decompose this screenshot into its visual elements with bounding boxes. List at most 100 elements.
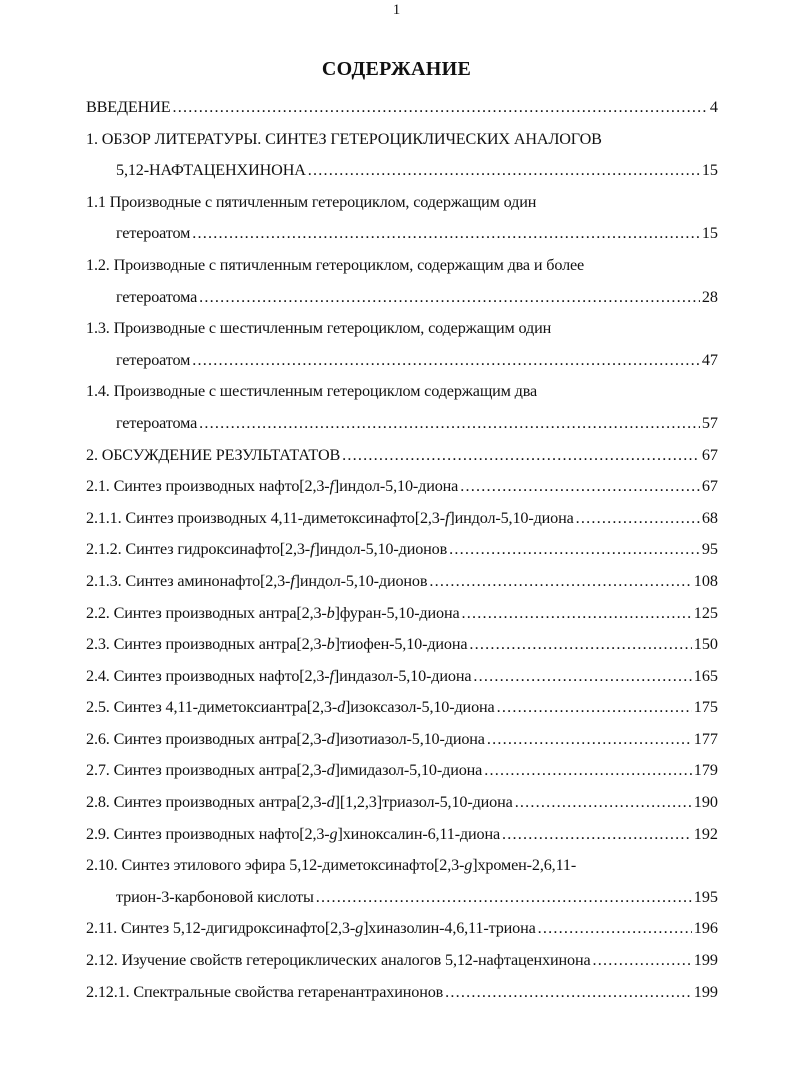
toc-entry-text: 2.2. Синтез производных антра[2,3-b]фура… [86,598,460,630]
toc-page-number: 28 [701,287,718,306]
toc-entry-line: 2.3. Синтез производных антра[2,3-b]тиоф… [86,629,718,661]
toc-entry-text: 2.9. Синтез производных нафто[2,3-g]хино… [86,819,500,851]
toc-entry-line: 2.5. Синтез 4,11-диметоксиантра[2,3-d]из… [86,692,718,724]
text-segment: 2.12.1. Спектральные свойства гетаренант… [86,982,444,1001]
italic-locant: d [326,761,335,780]
text-segment: гетероатом [116,350,191,369]
text-segment: ]хромен-2,6,11- [472,856,577,875]
text-segment: 2.10. Синтез этилового эфира 5,12-димето… [86,856,465,875]
italic-locant: f [310,540,315,559]
toc-page-number: 125 [693,603,718,622]
toc-page-number: 190 [693,793,718,812]
toc-entry-line: 2.12. Изучение свойств гетероциклических… [86,945,718,977]
italic-locant: f [329,477,335,496]
text-segment: 2.1. Синтез производных нафто[2,3- [86,477,330,496]
toc-entry-text: 2.10. Синтез этилового эфира 5,12-димето… [86,850,576,882]
dot-leader: ........................................… [496,698,692,717]
text-segment: ]индазол-5,10-диона [333,666,472,685]
toc-entry-text: 2.1.2. Синтез гидроксинафто[2,3-f]индол-… [86,534,447,566]
text-segment: ]индол-5,10-дионов [314,540,448,559]
toc-page-number: 15 [701,224,718,243]
toc-entry-text: гетероатом [116,218,190,250]
toc-entry-line: 2.1.2. Синтез гидроксинафто[2,3-f]индол-… [86,534,718,566]
text-segment: 1.4. Производные с шестичленным гетероци… [86,382,538,401]
toc-page-number: 47 [701,350,718,369]
text-segment: 2.12. Изучение свойств гетероциклических… [86,951,591,970]
dot-leader: ........................................… [502,824,692,843]
text-segment: 2.2. Синтез производных антра[2,3- [86,603,327,622]
text-segment: ]хиназолин-4,6,11-триона [363,919,536,938]
page-title: СОДЕРЖАНИЕ [321,58,472,80]
italic-locant: g [464,856,473,875]
toc-entry-text: 2.1. Синтез производных нафто[2,3-f]индо… [86,471,458,503]
toc-page-number: 199 [693,982,718,1001]
toc-entry-text: 2.7. Синтез производных антра[2,3-d]имид… [86,755,482,787]
toc-entry-line: 5,12-НАФТАЦЕНХИНОНА.....................… [86,155,718,187]
dot-leader: ........................................… [469,635,691,654]
toc-entry-text: 2.12.1. Спектральные свойства гетаренант… [86,977,443,1009]
toc-entry-text: 2.3. Синтез производных антра[2,3-b]тиоф… [86,629,468,661]
text-segment: 2.1.3. Синтез аминонафто[2,3- [86,571,291,590]
toc-entry-text: 1.2. Производные с пятичленным гетероцик… [86,250,584,282]
text-segment: 2.1.1. Синтез производных 4,11-диметокси… [86,508,445,527]
toc-page-number: 177 [693,729,718,748]
toc-entry-line: 1.3. Производные с шестичленным гетероци… [86,313,718,345]
italic-locant: f [329,666,335,685]
text-segment: 2.11. Синтез 5,12-дигидроксинафто[2,3- [86,919,356,938]
toc-entry-line: 2.11. Синтез 5,12-дигидроксинафто[2,3-g]… [86,913,718,945]
toc-entry-line: 2.12.1. Спектральные свойства гетаренант… [86,977,718,1009]
text-segment: 2.9. Синтез производных нафто[2,3- [86,824,330,843]
dot-leader: ........................................… [460,477,700,496]
dot-leader: ........................................… [514,793,692,812]
toc-entry-text: 1.4. Производные с шестичленным гетероци… [86,376,537,408]
toc-entry-line: гетероатом..............................… [86,218,718,250]
dot-leader: ........................................… [484,761,692,780]
toc-entry-line: ВВЕДЕНИЕ................................… [86,92,718,124]
toc-entry-line: 1.2. Производные с пятичленным гетероцик… [86,250,718,282]
toc-entry-text: 2.1.1. Синтез производных 4,11-диметокси… [86,503,574,535]
text-segment: ]индол-5,10-диона [449,508,574,527]
toc-page-number: 196 [693,919,718,938]
toc-entry-text: 2. ОБСУЖДЕНИЕ РЕЗУЛЬТАТАТОВ [86,440,340,472]
page-number: 1 [392,2,401,18]
dot-leader: ........................................… [172,98,708,116]
toc-page-number: 150 [693,635,718,654]
dot-leader: ........................................… [199,413,700,432]
toc-entry-text: трион-3-карбоновой кислоты [116,882,314,914]
dot-leader: ........................................… [315,887,692,906]
italic-locant: d [326,793,335,812]
dot-leader: ........................................… [486,729,692,748]
dot-leader: ........................................… [461,603,692,622]
dot-leader: ........................................… [342,445,700,464]
toc-entry-text: 5,12-НАФТАЦЕНХИНОНА [116,155,306,187]
toc-page-number: 57 [701,413,718,432]
text-segment: 1.1 Производные с пятичленным гетероцикл… [86,192,537,211]
toc-entry-line: 2.1.1. Синтез производных 4,11-диметокси… [86,503,718,535]
italic-locant: b [326,635,335,654]
toc-entry-text: 2.4. Синтез производных нафто[2,3-f]инда… [86,661,472,693]
text-segment: 2.5. Синтез 4,11-диметоксиантра[2,3- [86,698,338,717]
text-segment: 2.3. Синтез производных антра[2,3- [86,635,327,654]
italic-locant: b [326,603,335,622]
text-segment: ]изотиазол-5,10-диона [334,729,485,748]
text-segment: 2.7. Синтез производных антра[2,3- [86,761,327,780]
toc-entry-line: 2.7. Синтез производных антра[2,3-d]имид… [86,755,718,787]
dot-leader: ........................................… [449,540,700,559]
toc-page-number: 95 [701,540,718,559]
toc-entry-text: гетероатома [116,282,197,314]
toc-entry-line: 2.6. Синтез производных антра[2,3-d]изот… [86,724,718,756]
toc-entry-text: 2.5. Синтез 4,11-диметоксиантра[2,3-d]из… [86,692,495,724]
toc-entry-line: трион-3-карбоновой кислоты .............… [86,882,718,914]
toc-entry-line: гетероатом .............................… [86,345,718,377]
italic-locant: g [355,919,364,938]
dot-leader: ........................................… [473,666,691,685]
dot-leader: ........................................… [429,571,692,590]
toc-page-number: 4 [709,98,718,116]
toc-entry-line: 2.1. Синтез производных нафто[2,3-f]индо… [86,471,718,503]
toc-entry-text: 1. ОБЗОР ЛИТЕРАТУРЫ. СИНТЕЗ ГЕТЕРОЦИКЛИЧ… [86,124,602,156]
text-segment: гетероатома [116,413,198,432]
table-of-contents: ВВЕДЕНИЕ................................… [86,92,718,1008]
text-segment: 2.6. Синтез производных антра[2,3- [86,729,327,748]
toc-entry-text: 2.11. Синтез 5,12-дигидроксинафто[2,3-g]… [86,913,536,945]
dot-leader: ........................................… [445,982,692,1001]
